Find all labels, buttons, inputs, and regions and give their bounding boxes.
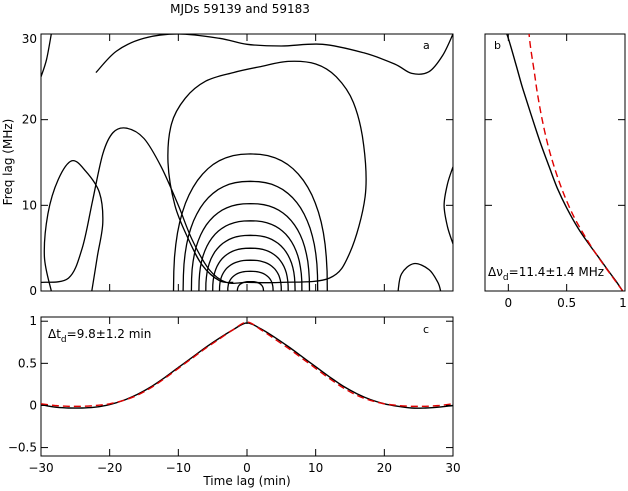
panel-c-ytick-label-1: 0: [29, 398, 37, 412]
panel-b-label: b: [494, 39, 501, 52]
contour-inner-6: [190, 202, 311, 291]
panel-c-xtick-label-4: 10: [308, 461, 323, 475]
panel-c-annotation: Δtd=9.8±1.2 min: [48, 327, 151, 345]
panel-a-contours: [41, 34, 453, 291]
panel-c-xtick-label-2: −10: [166, 461, 191, 475]
panel-b-xtick-label-2: 1: [619, 296, 627, 310]
contour-inner-7: [182, 180, 319, 291]
panel-b-xtick-label-1: 0.5: [557, 296, 576, 310]
panel-b-frame: [484, 33, 626, 292]
panel-a-label: a: [423, 39, 430, 52]
contour-inner-4: [205, 234, 296, 291]
panel-c-ytick-label-0: −0.5: [8, 441, 37, 455]
x-axis-label: Time lag (min): [202, 474, 290, 488]
panel-b-fit-line: [528, 34, 624, 291]
panel-c-fit-line: [41, 321, 453, 408]
contour-side-0: [43, 159, 104, 291]
contour-inner-1: [227, 270, 274, 291]
panel-b-xtick-label-0: 0: [505, 296, 513, 310]
contour-side-2: [443, 166, 453, 245]
contour-inner-0: [236, 280, 265, 291]
contour-inner-5: [198, 220, 303, 291]
panel-c-xtick-label-0: −30: [28, 461, 53, 475]
contour-inner-3: [212, 247, 289, 291]
panel-c-ytick-label-3: 1: [29, 314, 37, 328]
contour-inner-2: [218, 259, 282, 291]
contour-outer-2: [41, 34, 52, 78]
panel-b-data-line: [506, 34, 624, 291]
panel-b-annotation: Δνd=11.4±1.4 MHz: [488, 265, 604, 283]
panel-b: b 0 0.5 1 Δνd=11.4±1.4 MHz: [484, 33, 627, 310]
panel-a-ytick-label-3: 30: [22, 32, 37, 46]
y-axis-label: Freq lag (MHz): [1, 119, 15, 206]
panel-a-ytick-label-1: 10: [22, 198, 37, 212]
panel-c-xtick-label-5: 20: [377, 461, 392, 475]
panel-c-ytick-label-2: 0.5: [18, 356, 37, 370]
panel-c-label: c: [423, 323, 429, 336]
panel-c-xtick-label-3: 0: [243, 461, 251, 475]
contour-outer-0: [41, 60, 367, 285]
contour-outer-1: [95, 34, 453, 75]
panel-c: c −30 −20 −10 0 10 20 30 −0.5 0 0.5 1 Δtd=9.8±1.2 m…: [8, 314, 461, 475]
contour-side-1: [397, 262, 442, 291]
panel-a: a 0 10 20 30: [22, 32, 454, 298]
panel-c-xtick-label-1: −20: [97, 461, 122, 475]
panel-a-frame: [40, 33, 454, 292]
figure-title: MJDs 59139 and 59183: [170, 2, 310, 16]
contour-inner-8: [172, 153, 328, 291]
panel-a-ytick-label-0: 0: [29, 284, 37, 298]
panel-b-curves: [506, 34, 624, 291]
panel-a-ytick-label-2: 20: [22, 113, 37, 127]
panel-c-xtick-label-6: 30: [445, 461, 460, 475]
